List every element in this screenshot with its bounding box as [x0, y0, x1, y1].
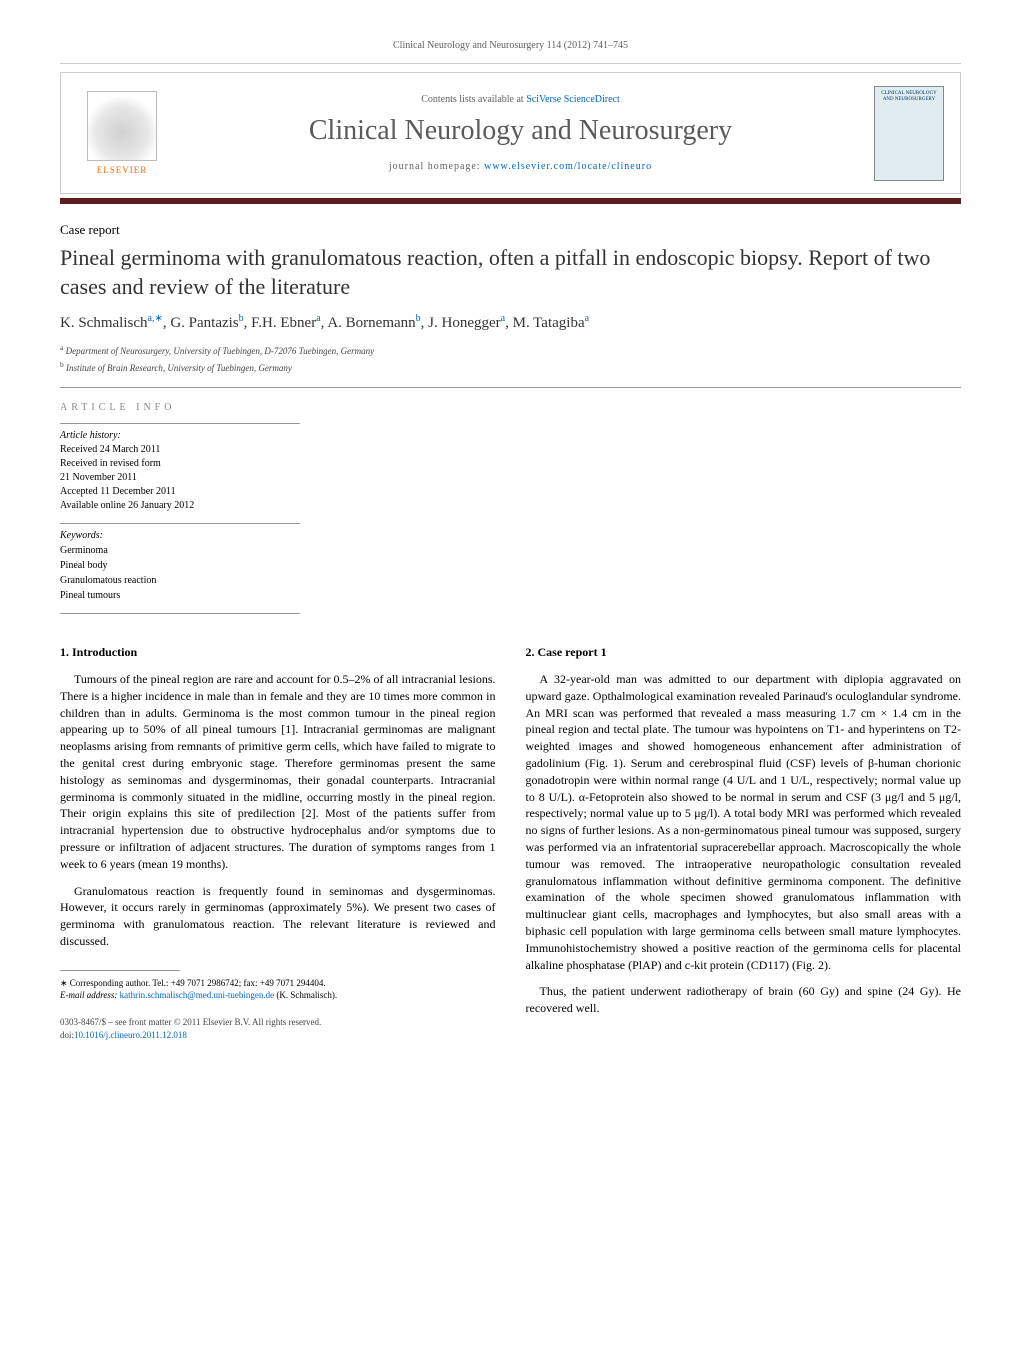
author-mark: a: [501, 313, 505, 324]
sciencedirect-link[interactable]: SciVerse ScienceDirect: [526, 94, 620, 105]
email-label: E-mail address:: [60, 990, 120, 1000]
author-mark: b: [416, 313, 421, 324]
author: K. Schmalisch: [60, 315, 148, 331]
contents-available-line: Contents lists available at SciVerse Sci…: [167, 94, 874, 105]
corresponding-author-footnote: ∗ Corresponding author. Tel.: +49 7071 2…: [60, 977, 496, 1002]
journal-header-box: ELSEVIER Contents lists available at Sci…: [60, 72, 961, 194]
homepage-prefix: journal homepage:: [389, 161, 484, 172]
header-center: Contents lists available at SciVerse Sci…: [167, 94, 874, 172]
article-title: Pineal germinoma with granulomatous reac…: [60, 244, 961, 301]
body-paragraph: Tumours of the pineal region are rare an…: [60, 671, 496, 873]
doi-line: doi:10.1016/j.clineuro.2011.12.018: [60, 1029, 496, 1042]
body-paragraph: Granulomatous reaction is frequently fou…: [60, 883, 496, 950]
separator: [60, 63, 961, 64]
body-paragraph: A 32-year-old man was admitted to our de…: [526, 671, 962, 973]
author-list: K. Schmalischa,∗, G. Pantazisb, F.H. Ebn…: [60, 313, 961, 332]
copyright-footer: 0303-8467/$ – see front matter © 2011 El…: [60, 1016, 496, 1041]
keywords-list: Germinoma Pineal body Granulomatous reac…: [60, 543, 300, 603]
affil-mark: a: [60, 343, 63, 352]
article-info-sidebar: article info Article history: Received 2…: [60, 402, 300, 614]
affiliation: a Department of Neurosurgery, University…: [60, 342, 961, 359]
corr-author-line: ∗ Corresponding author. Tel.: +49 7071 2…: [60, 977, 496, 990]
affil-mark: b: [60, 360, 64, 369]
email-link[interactable]: kathrin.schmalisch@med.uni-tuebingen.de: [120, 990, 275, 1000]
article-type-label: Case report: [60, 222, 961, 238]
keywords-label: Keywords:: [60, 530, 300, 541]
article-history: Received 24 March 2011 Received in revis…: [60, 443, 300, 513]
elsevier-tree-icon: [87, 91, 157, 161]
publisher-name: ELSEVIER: [97, 165, 148, 175]
running-header-citation: Clinical Neurology and Neurosurgery 114 …: [60, 40, 961, 51]
article-info-heading: article info: [60, 402, 300, 413]
email-line: E-mail address: kathrin.schmalisch@med.u…: [60, 989, 496, 1002]
cover-label: CLINICAL NEUROLOGY AND NEUROSURGERY: [879, 91, 939, 103]
keyword: Pineal body: [60, 558, 300, 573]
journal-cover-thumbnail: CLINICAL NEUROLOGY AND NEUROSURGERY: [874, 86, 944, 181]
publisher-logo: ELSEVIER: [77, 83, 167, 183]
author: G. Pantazis: [170, 315, 238, 331]
affil-text: Institute of Brain Research, University …: [66, 363, 292, 373]
author-mark: a,∗: [148, 313, 163, 324]
affiliation: b Institute of Brain Research, Universit…: [60, 359, 961, 376]
affiliations: a Department of Neurosurgery, University…: [60, 342, 961, 375]
doi-prefix: doi:: [60, 1030, 74, 1040]
history-label: Article history:: [60, 430, 300, 441]
author-mark: a: [585, 313, 589, 324]
keyword: Granulomatous reaction: [60, 573, 300, 588]
author-mark: b: [239, 313, 244, 324]
keyword: Pineal tumours: [60, 588, 300, 603]
author: A. Bornemann: [327, 315, 415, 331]
separator: [60, 423, 300, 424]
section-heading-introduction: 1. Introduction: [60, 644, 496, 661]
homepage-line: journal homepage: www.elsevier.com/locat…: [167, 161, 874, 172]
email-suffix: (K. Schmalisch).: [274, 990, 337, 1000]
article-info-region: article info Article history: Received 2…: [60, 402, 961, 614]
body-column-right: 2. Case report 1 A 32-year-old man was a…: [526, 638, 962, 1041]
body-paragraph: Thus, the patient underwent radiotherapy…: [526, 983, 962, 1017]
author: F.H. Ebner: [251, 315, 316, 331]
author: J. Honegger: [428, 315, 500, 331]
section-heading-case-report: 2. Case report 1: [526, 644, 962, 661]
author-mark: a: [316, 313, 320, 324]
separator: [60, 523, 300, 524]
history-line: 21 November 2011: [60, 471, 300, 485]
homepage-link[interactable]: www.elsevier.com/locate/clineuro: [484, 161, 652, 172]
maroon-accent-bar: [60, 198, 961, 204]
separator: [60, 613, 300, 614]
issn-copyright-line: 0303-8467/$ – see front matter © 2011 El…: [60, 1016, 496, 1029]
author: M. Tatagiba: [513, 315, 585, 331]
journal-title: Clinical Neurology and Neurosurgery: [167, 115, 874, 147]
article-body: 1. Introduction Tumours of the pineal re…: [60, 638, 961, 1041]
history-line: Received in revised form: [60, 457, 300, 471]
contents-prefix: Contents lists available at: [421, 94, 526, 105]
doi-link[interactable]: 10.1016/j.clineuro.2011.12.018: [74, 1030, 187, 1040]
footnote-separator: [60, 970, 180, 971]
separator: [60, 387, 961, 388]
keyword: Germinoma: [60, 543, 300, 558]
affil-text: Department of Neurosurgery, University o…: [66, 346, 375, 356]
history-line: Available online 26 January 2012: [60, 499, 300, 513]
history-line: Received 24 March 2011: [60, 443, 300, 457]
history-line: Accepted 11 December 2011: [60, 485, 300, 499]
body-column-left: 1. Introduction Tumours of the pineal re…: [60, 638, 496, 1041]
